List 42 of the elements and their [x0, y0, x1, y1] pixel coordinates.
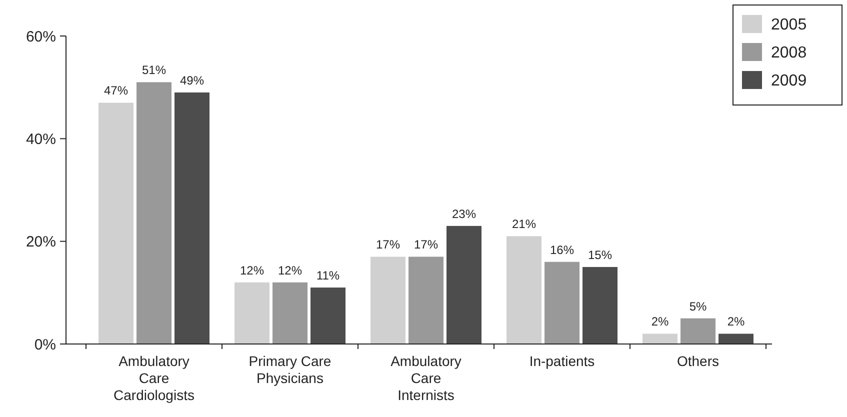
bar — [544, 262, 580, 344]
y-tick-label: 40% — [26, 130, 56, 148]
bar — [680, 318, 716, 344]
legend-label: 2005 — [771, 16, 807, 34]
bar — [370, 256, 406, 344]
data-label: 16% — [550, 242, 574, 257]
bar — [234, 282, 270, 344]
data-label: 2% — [727, 314, 745, 329]
y-tick-label: 0% — [34, 336, 56, 354]
x-tick-label: Others — [676, 353, 720, 369]
data-label: 21% — [512, 217, 536, 232]
data-label: 17% — [414, 238, 438, 252]
data-label: 2% — [651, 314, 669, 329]
data-label: 5% — [689, 299, 707, 314]
bar — [582, 267, 618, 344]
data-label: 23% — [452, 206, 476, 221]
y-tick-label: 20% — [26, 234, 56, 251]
x-tick-label: Ambulatory Care Cardiologists — [114, 353, 194, 403]
bar — [408, 256, 444, 344]
bar — [642, 334, 678, 344]
bar — [446, 226, 482, 344]
bar — [174, 92, 210, 344]
legend-label: 2009 — [771, 72, 807, 90]
legend-label: 2008 — [771, 44, 807, 62]
y-tick-label: 60% — [26, 28, 56, 46]
data-label: 47% — [104, 84, 128, 98]
data-label: 17% — [376, 238, 400, 252]
bar — [136, 82, 172, 344]
data-label: 11% — [316, 268, 340, 283]
bar — [272, 282, 308, 344]
bar — [506, 236, 542, 344]
bar — [718, 334, 754, 344]
data-label: 49% — [180, 73, 204, 88]
x-tick-label: Primary Care Physicians — [248, 353, 332, 386]
bar — [98, 102, 134, 344]
data-label: 15% — [588, 248, 612, 262]
bar — [310, 288, 346, 344]
data-label: 12% — [278, 263, 302, 278]
x-tick-label: In-patients — [529, 353, 595, 369]
data-label: 51% — [142, 63, 166, 78]
data-label: 12% — [240, 263, 264, 278]
x-tick-label: Ambulatory Care Internists — [390, 353, 462, 403]
